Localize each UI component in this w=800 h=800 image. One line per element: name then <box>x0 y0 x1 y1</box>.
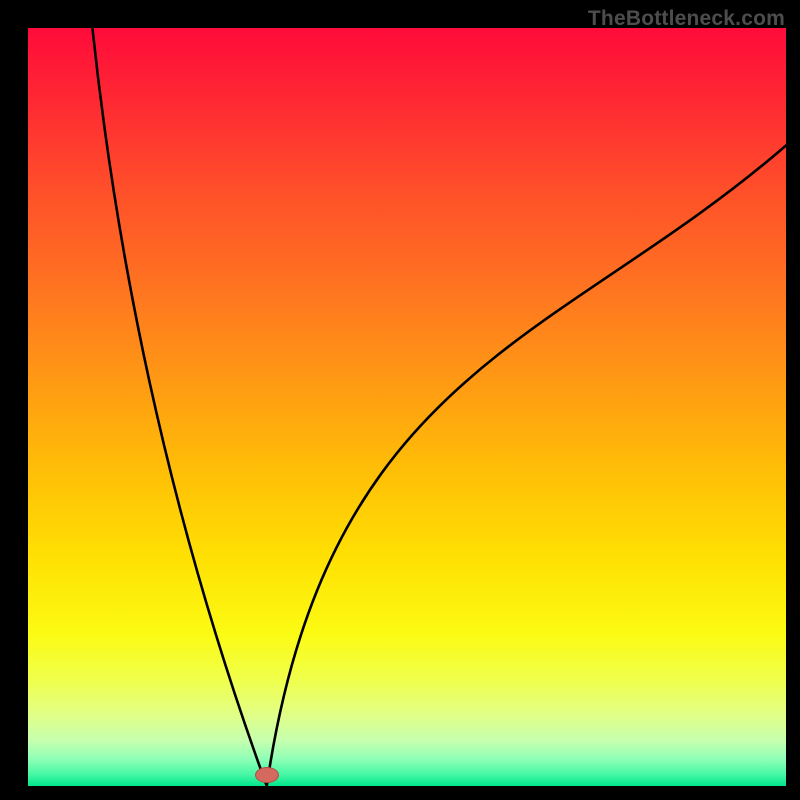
bottleneck-curve <box>28 28 786 786</box>
chart-stage: TheBottleneck.com <box>0 0 800 800</box>
watermark-text: TheBottleneck.com <box>588 7 785 31</box>
minimum-marker-icon <box>255 767 279 783</box>
curve-path <box>92 28 786 786</box>
plot-frame <box>28 28 786 786</box>
